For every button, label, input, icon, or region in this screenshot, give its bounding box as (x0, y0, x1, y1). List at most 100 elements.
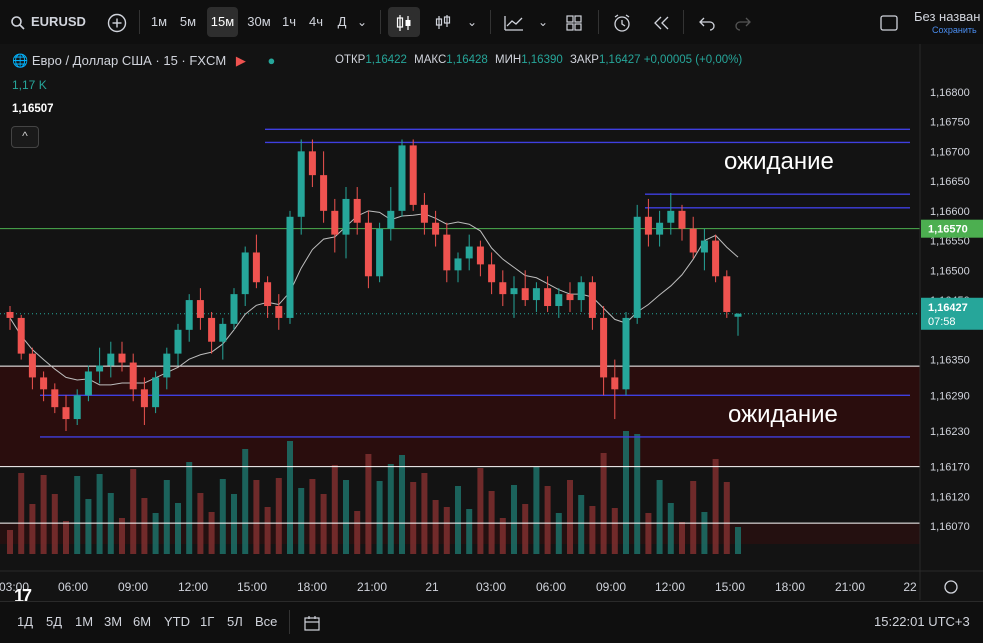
top-toolbar: EURUSD 1м 5м 15м 30м 1ч 4ч Д ⌄ ⌄ ⌄ Без назван … (0, 0, 983, 45)
interval-0[interactable]: 1м (150, 14, 168, 29)
search-icon[interactable] (10, 0, 26, 44)
candle-body (230, 294, 238, 324)
interval-2[interactable]: 15м (207, 7, 238, 37)
price-chart[interactable]: 1,16800 1,16750 1,16700 1,16650 1,16600 1,165… (0, 44, 983, 600)
interval-6[interactable]: Д (337, 14, 347, 29)
plus-circle-icon[interactable] (107, 0, 127, 44)
status-dot-icon: ● (267, 53, 276, 68)
chevron-down-icon[interactable]: ⌄ (538, 15, 549, 29)
interval-3[interactable]: 30м (247, 14, 271, 29)
candle-body (140, 389, 148, 408)
price-tick-label: 1,16230 (930, 426, 970, 438)
layout-name[interactable]: Без назван (914, 9, 981, 24)
range-0[interactable]: 1Д (17, 614, 34, 629)
price-tick-label: 1,16290 (930, 390, 970, 402)
layout-grid-icon[interactable] (565, 0, 583, 44)
volume-bar (600, 453, 607, 554)
countdown-label: 07:58 (928, 316, 956, 328)
checkbox-icon[interactable] (879, 0, 899, 44)
volume-bar (455, 486, 461, 554)
price-tick-label: 1,16750 (930, 117, 970, 129)
chart-area[interactable]: 1,16800 1,16750 1,16700 1,16650 1,16600 1,165… (0, 44, 983, 606)
range-8[interactable]: Все (255, 614, 278, 629)
range-3[interactable]: 3М (104, 614, 123, 629)
candle-body (656, 222, 664, 235)
volume-bar (623, 431, 629, 554)
volume-bar (219, 479, 226, 554)
alert-clock-icon[interactable] (612, 0, 632, 44)
volume-bar (85, 499, 92, 554)
volume-bar (555, 513, 562, 554)
volume-bar (96, 474, 103, 554)
volume-bar (242, 449, 249, 554)
volume-bar (533, 467, 540, 554)
volume-bar (712, 459, 719, 554)
volume-bar (443, 507, 450, 554)
price-tick-label: 1,16650 (930, 176, 970, 188)
range-6[interactable]: 1Г (200, 614, 215, 629)
time-tick-label: 03:00 (476, 580, 506, 594)
candle-body (308, 151, 316, 176)
close-value: 1,16427 (598, 54, 641, 66)
chevron-down-icon[interactable]: ⌄ (357, 15, 368, 29)
annotation-lower[interactable]: ожидание (728, 401, 838, 428)
interval-4[interactable]: 1ч (281, 14, 296, 29)
bars-chart-icon[interactable] (434, 0, 452, 44)
legend-title: 🌐 Евро / Доллар США · 15 · FXCM ▶ ● (12, 53, 275, 69)
close-label: ЗАКР (569, 54, 599, 66)
volume-bar (298, 488, 305, 554)
redo-icon[interactable] (734, 0, 752, 44)
candle-body (499, 282, 507, 295)
range-5[interactable]: YTD (164, 614, 190, 629)
range-4[interactable]: 6М (133, 614, 152, 629)
undo-icon[interactable] (698, 0, 716, 44)
range-7[interactable]: 5Л (227, 614, 243, 629)
volume-bar (264, 507, 271, 554)
indicator-value: 1,16507 (12, 103, 54, 115)
chevron-down-icon[interactable]: ⌄ (467, 15, 478, 29)
volume-bar (331, 465, 338, 554)
open-label: ОТКР (335, 54, 366, 66)
volume-bar (511, 485, 517, 554)
interval-5[interactable]: 4ч (308, 14, 323, 29)
volume-bar (29, 504, 36, 554)
gear-icon[interactable] (944, 580, 958, 594)
annotation-upper[interactable]: ожидание (724, 148, 834, 175)
time-tick-label: 12:00 (655, 580, 685, 594)
candle-body (17, 317, 25, 354)
range-2[interactable]: 1М (75, 614, 94, 629)
candle-body (420, 204, 428, 223)
candle-body (107, 353, 115, 366)
candle-body (185, 300, 193, 330)
volume-bar (231, 494, 237, 554)
candle-body (443, 234, 451, 271)
symbol-description: Евро / Доллар США · 15 · FXCM (31, 53, 227, 68)
volume-bar (645, 513, 652, 554)
volume-bar (152, 513, 159, 554)
green-price-badge (921, 219, 983, 238)
volume-bar (421, 473, 428, 554)
chevron-up-icon[interactable]: ^ (11, 126, 39, 148)
volume-bar (544, 486, 551, 554)
candle-body (454, 258, 462, 271)
calendar-icon[interactable] (303, 602, 321, 643)
save-status[interactable]: Сохранить (932, 25, 977, 35)
interval-1[interactable]: 5м (179, 14, 197, 29)
symbol-name[interactable]: EURUSD (31, 14, 86, 29)
candle-body (689, 228, 697, 253)
time-tick-label: 18:00 (297, 580, 327, 594)
candle-body (73, 395, 81, 420)
volume-bar (567, 480, 573, 554)
candles-chart-type-icon[interactable] (388, 7, 420, 37)
time-tick-label: 18:00 (775, 580, 805, 594)
volume-bar (399, 455, 405, 554)
range-1[interactable]: 5Д (46, 614, 63, 629)
time-tick-label: 06:00 (536, 580, 566, 594)
clock[interactable]: 15:22:01 UTC+3 (874, 614, 970, 629)
high-value: 1,16428 (446, 54, 488, 66)
replay-icon[interactable] (652, 0, 670, 44)
indicators-icon[interactable] (503, 0, 525, 44)
candle-body (700, 240, 708, 253)
candle-body (6, 311, 14, 318)
volume-bar (253, 480, 260, 554)
